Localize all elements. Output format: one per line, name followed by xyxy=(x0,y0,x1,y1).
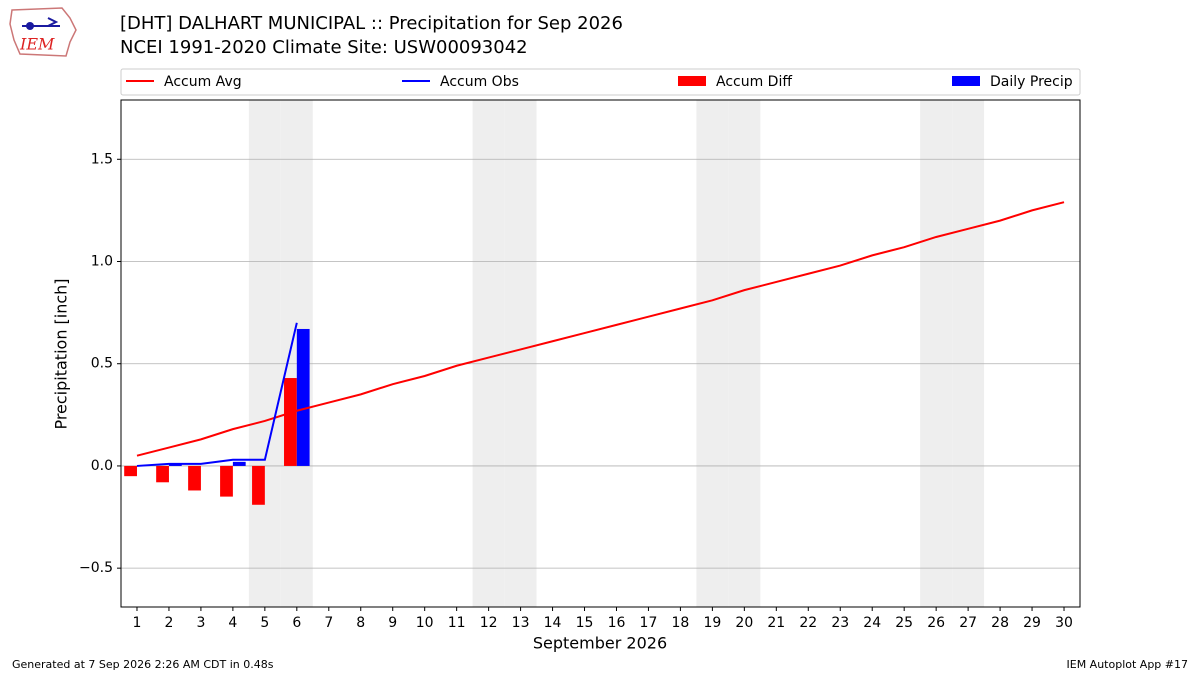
y-tick-label: 1.0 xyxy=(91,254,113,270)
y-tick-label: −0.5 xyxy=(79,560,113,576)
x-tick-label: 14 xyxy=(544,615,562,631)
bar xyxy=(220,465,233,497)
footer-right: IEM Autoplot App #17 xyxy=(1067,658,1189,671)
x-tick-label: 13 xyxy=(512,615,530,631)
legend-label: Accum Obs xyxy=(440,74,519,90)
plot-frame xyxy=(120,99,1081,608)
x-tick-label: 4 xyxy=(228,615,237,631)
bar xyxy=(156,465,169,483)
logo-outline xyxy=(9,7,77,57)
logo-text: IEM xyxy=(19,35,55,54)
x-tick-label: 8 xyxy=(356,615,365,631)
bar xyxy=(124,465,137,477)
x-tick-label: 9 xyxy=(388,615,397,631)
footer-left: Generated at 7 Sep 2026 2:26 AM CDT in 0… xyxy=(12,658,274,671)
bar xyxy=(284,378,297,466)
x-axis-label: September 2026 xyxy=(533,634,667,653)
y-tick-label: 1.5 xyxy=(91,151,113,167)
bar xyxy=(232,461,246,466)
logo-icon xyxy=(22,17,60,27)
x-tick-label: 28 xyxy=(991,615,1009,631)
line xyxy=(136,322,298,467)
x-tick-label: 20 xyxy=(735,615,753,631)
x-tick-label: 27 xyxy=(959,615,977,631)
bar xyxy=(188,465,201,491)
x-tick-label: 25 xyxy=(895,615,913,631)
x-tick-label: 5 xyxy=(260,615,269,631)
x-tick-label: 29 xyxy=(1023,615,1041,631)
plot xyxy=(121,100,1080,607)
x-tick-label: 21 xyxy=(767,615,785,631)
x-tick-label: 7 xyxy=(324,615,333,631)
legend-swatch xyxy=(952,76,980,86)
x-tick-label: 3 xyxy=(196,615,205,631)
x-tick-label: 18 xyxy=(672,615,690,631)
chart-subtitle: NCEI 1991-2020 Climate Site: USW00093042 xyxy=(120,37,528,58)
line xyxy=(136,201,1065,457)
weekend-shade xyxy=(472,100,505,607)
bar xyxy=(252,465,265,505)
y-tick-label: 0.0 xyxy=(91,458,113,474)
x-tick-label: 17 xyxy=(640,615,658,631)
chart-title: [DHT] DALHART MUNICIPAL :: Precipitation… xyxy=(120,13,623,34)
x-tick-label: 26 xyxy=(927,615,945,631)
legend-label: Accum Diff xyxy=(716,74,792,90)
legend-label: Accum Avg xyxy=(164,74,242,90)
x-tick-label: 2 xyxy=(164,615,173,631)
legend-box xyxy=(120,68,1081,96)
x-tick-label: 24 xyxy=(863,615,881,631)
x-tick-label: 30 xyxy=(1055,615,1073,631)
y-tick-label: 0.5 xyxy=(91,356,113,372)
bar xyxy=(296,328,310,466)
weekend-shade xyxy=(952,100,985,607)
legend-swatch xyxy=(678,76,706,86)
x-tick-label: 19 xyxy=(703,615,721,631)
x-tick-label: 11 xyxy=(448,615,466,631)
weekend-shade xyxy=(728,100,761,607)
x-tick-label: 23 xyxy=(831,615,849,631)
legend-label: Daily Precip xyxy=(990,74,1073,90)
y-axis-label: Precipitation [inch] xyxy=(52,278,71,429)
weekend-shade xyxy=(696,100,729,607)
weekend-shade xyxy=(920,100,953,607)
x-tick-label: 1 xyxy=(133,615,142,631)
bar xyxy=(168,463,182,466)
x-tick-label: 12 xyxy=(480,615,498,631)
logo: IEM xyxy=(9,7,77,57)
x-tick-label: 15 xyxy=(576,615,594,631)
x-tick-label: 10 xyxy=(416,615,434,631)
x-tick-label: 22 xyxy=(799,615,817,631)
x-tick-label: 6 xyxy=(292,615,301,631)
weekend-shade xyxy=(248,100,281,607)
weekend-shade xyxy=(504,100,537,607)
x-tick-label: 16 xyxy=(608,615,626,631)
